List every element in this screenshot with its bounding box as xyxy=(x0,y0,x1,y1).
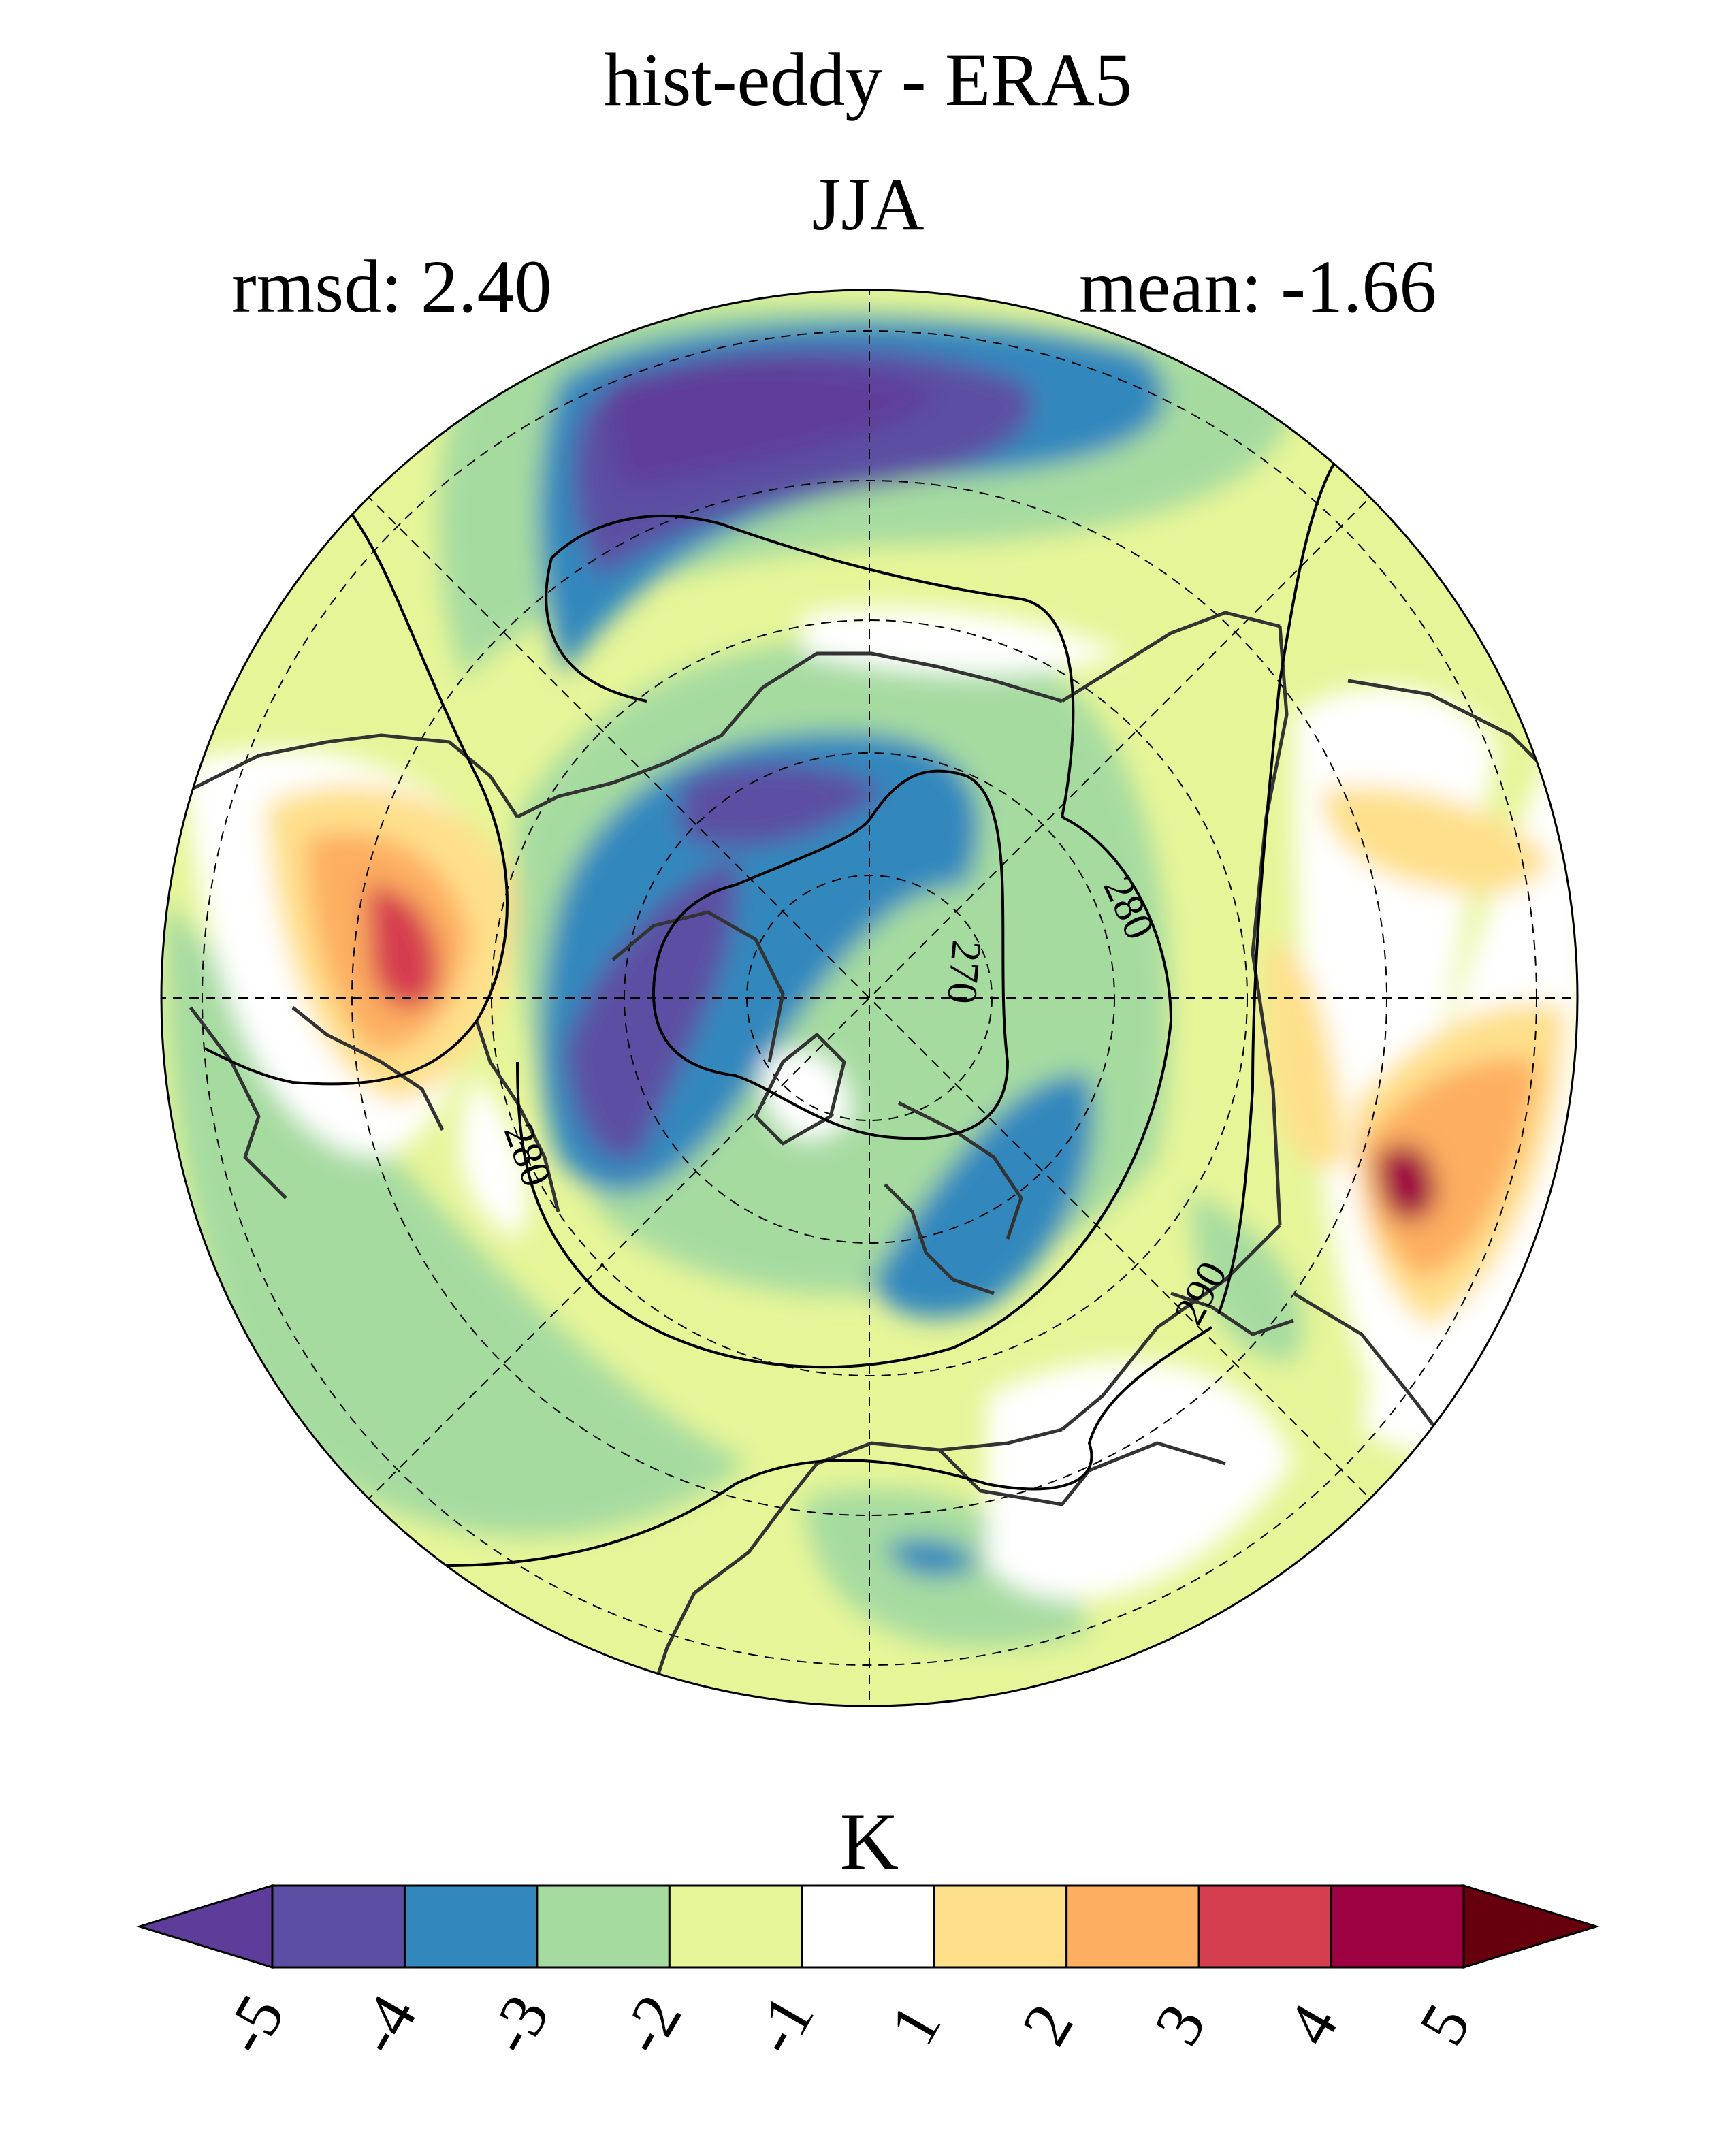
colorbar-unit: K xyxy=(840,1796,899,1886)
colorbar-tick-labels: -5 -4 -3 -2 -1 1 2 3 4 5 xyxy=(208,1982,1485,2066)
colorbar-cell xyxy=(271,1884,406,1969)
colorbar-cell xyxy=(403,1884,539,1969)
colorbar-tick-label: 5 xyxy=(1405,1992,1485,2056)
map-boundary xyxy=(160,289,1579,1707)
colorbar-tick-label: 4 xyxy=(1272,1992,1352,2056)
temperature-contours xyxy=(204,462,1336,1567)
colorbar-cell xyxy=(933,1884,1068,1969)
colorbar-tick-label: -4 xyxy=(340,1982,431,2066)
polar-map: 280 270 280 290 xyxy=(160,289,1579,1707)
colorbar-tick-label: 1 xyxy=(875,1992,955,2056)
plot-title: hist-eddy - ERA5 xyxy=(603,38,1132,121)
rmsd-label: rmsd: 2.40 xyxy=(231,245,552,328)
colorbar-tick-label: -3 xyxy=(472,1982,563,2066)
colorbar-cell xyxy=(801,1884,935,1969)
colorbar-tick-label: -1 xyxy=(737,1982,828,2066)
colorbar-cell xyxy=(668,1884,803,1969)
colorbar-cell xyxy=(1065,1884,1200,1969)
contour-label-270: 270 xyxy=(938,939,990,1006)
colorbar-cell xyxy=(536,1884,671,1969)
mean-label: mean: -1.66 xyxy=(1079,245,1437,328)
colorbar-tick-label: -2 xyxy=(605,1982,696,2066)
colorbar-tick-label: 2 xyxy=(1008,1992,1087,2056)
colorbar-cell xyxy=(1197,1884,1333,1969)
colorbar-tick-label: 3 xyxy=(1140,1992,1220,2056)
colorbar-tick-label: -5 xyxy=(208,1982,299,2066)
season-label: JJA xyxy=(811,163,925,246)
colorbar-over-triangle xyxy=(1462,1884,1601,1969)
colorbar-under-triangle xyxy=(135,1884,274,1969)
anomaly-field xyxy=(161,290,1577,1706)
colorbar-cell xyxy=(1330,1884,1465,1969)
colorbar-cells xyxy=(135,1884,1601,1969)
